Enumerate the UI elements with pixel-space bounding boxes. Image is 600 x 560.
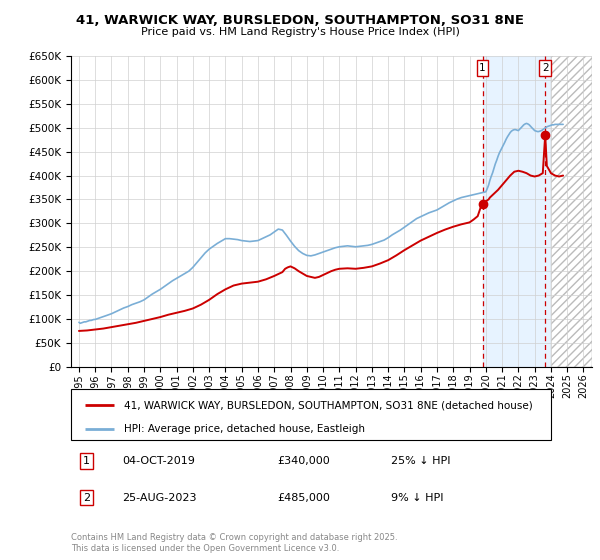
Text: 04-OCT-2019: 04-OCT-2019 bbox=[122, 456, 195, 466]
Text: 1: 1 bbox=[479, 63, 486, 73]
Bar bbox=[551, 56, 592, 367]
Text: 41, WARWICK WAY, BURSLEDON, SOUTHAMPTON, SO31 8NE: 41, WARWICK WAY, BURSLEDON, SOUTHAMPTON,… bbox=[76, 14, 524, 27]
Text: 41, WARWICK WAY, BURSLEDON, SOUTHAMPTON, SO31 8NE (detached house): 41, WARWICK WAY, BURSLEDON, SOUTHAMPTON,… bbox=[124, 400, 532, 410]
Text: 1: 1 bbox=[83, 456, 90, 466]
Text: £485,000: £485,000 bbox=[277, 493, 330, 503]
Text: 2: 2 bbox=[83, 493, 90, 503]
Text: 25% ↓ HPI: 25% ↓ HPI bbox=[391, 456, 450, 466]
Text: 25-AUG-2023: 25-AUG-2023 bbox=[122, 493, 197, 503]
Text: Price paid vs. HM Land Registry's House Price Index (HPI): Price paid vs. HM Land Registry's House … bbox=[140, 27, 460, 37]
Bar bbox=[551, 56, 592, 367]
Text: 2: 2 bbox=[542, 63, 548, 73]
Text: £340,000: £340,000 bbox=[277, 456, 330, 466]
Text: 9% ↓ HPI: 9% ↓ HPI bbox=[391, 493, 443, 503]
Bar bbox=[482, 56, 551, 367]
Text: HPI: Average price, detached house, Eastleigh: HPI: Average price, detached house, East… bbox=[124, 423, 365, 433]
Text: Contains HM Land Registry data © Crown copyright and database right 2025.
This d: Contains HM Land Registry data © Crown c… bbox=[71, 533, 397, 553]
